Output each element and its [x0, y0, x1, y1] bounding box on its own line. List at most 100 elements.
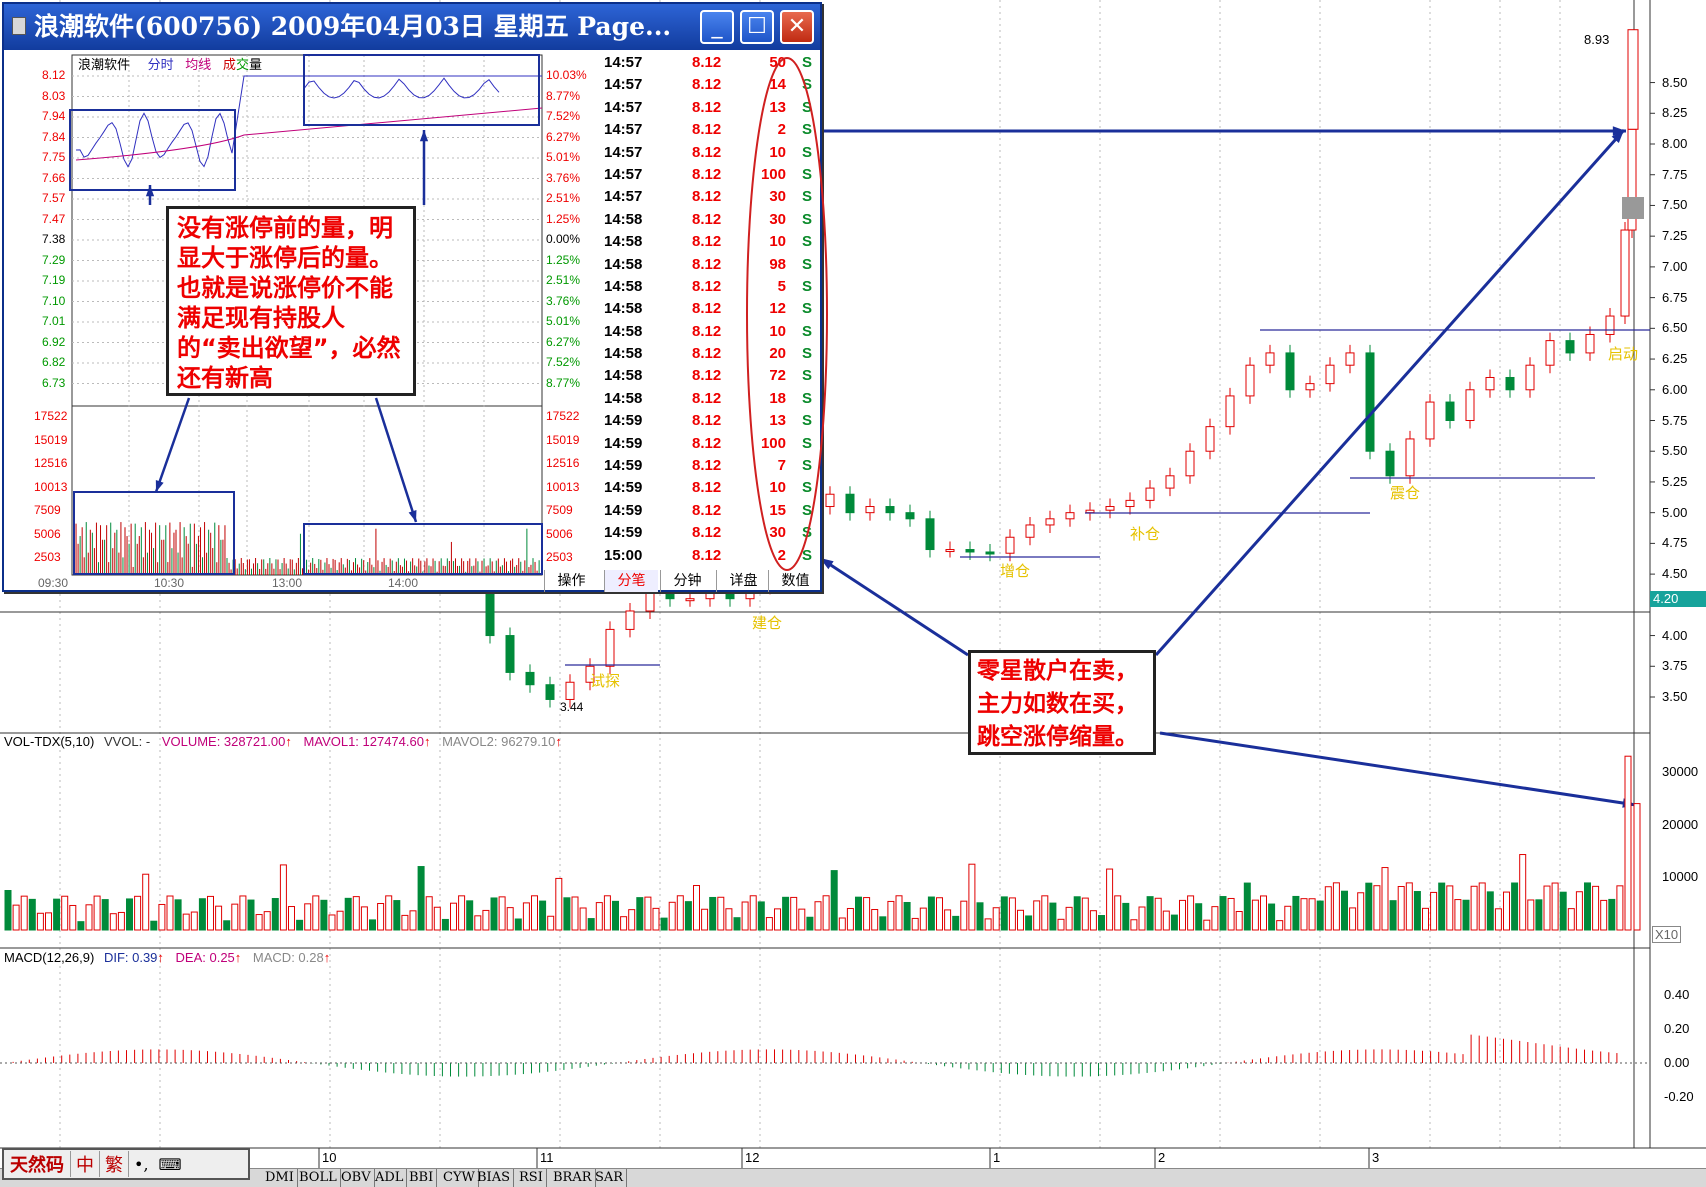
tick-vol: 72: [769, 367, 786, 385]
volume-bar: [352, 896, 360, 931]
tick-row[interactable]: 14:58 8.12 72 S: [604, 365, 820, 387]
volume-bar: [838, 917, 846, 931]
tick-row[interactable]: 14:58 8.12 12 S: [604, 298, 820, 320]
tick-row[interactable]: 14:57 8.12 50 S: [604, 52, 820, 74]
ime-toolbar[interactable]: 天然码 中 繁 •, ⌨: [2, 1148, 250, 1180]
ime-traditional-toggle[interactable]: 繁: [100, 1151, 129, 1177]
tick-price: 8.12: [692, 277, 722, 295]
indicator-tab-adl[interactable]: ADL: [372, 1169, 408, 1187]
candle-body: [1305, 383, 1315, 391]
tick-bs: S: [801, 143, 812, 161]
candle-body: [1525, 364, 1535, 391]
tick-row[interactable]: 14:59 8.12 10 S: [604, 477, 820, 499]
tick-row[interactable]: 14:57 8.12 2 S: [604, 119, 820, 141]
volume-bar: [1567, 908, 1575, 931]
tick-row[interactable]: 14:58 8.12 10 S: [604, 321, 820, 343]
tick-row[interactable]: 14:58 8.12 10 S: [604, 231, 820, 253]
tick-row[interactable]: 14:59 8.12 13 S: [604, 410, 820, 432]
tab-0[interactable]: 操作: [544, 570, 598, 592]
tick-row[interactable]: 14:58 8.12 20 S: [604, 343, 820, 365]
tick-row[interactable]: 14:58 8.12 30 S: [604, 209, 820, 231]
intraday-price-label: 6.82: [42, 355, 66, 369]
tick-row[interactable]: 14:59 8.12 100 S: [604, 433, 820, 455]
tab-3[interactable]: 详盘: [716, 570, 770, 592]
volume-bar: [1081, 897, 1089, 931]
vol-axis-label: 20000: [1662, 816, 1699, 832]
candle-body: [1405, 438, 1415, 477]
tab-4[interactable]: 数值: [768, 570, 822, 592]
volume-bar: [1308, 898, 1316, 931]
price-axis-label: 8.25: [1662, 105, 1688, 121]
volume-bar: [846, 907, 854, 931]
candle-body: [1605, 315, 1615, 335]
volume-bar: [1057, 918, 1065, 931]
close-button[interactable]: ✕: [780, 10, 814, 44]
intraday-price-label: 7.10: [42, 293, 66, 308]
candle-body: [525, 671, 535, 686]
tick-row[interactable]: 15:00 8.12 2 S: [604, 545, 820, 567]
vol-unit-label: X10: [1652, 926, 1682, 943]
tick-row[interactable]: 14:57 8.12 30 S: [604, 186, 820, 208]
minimize-button[interactable]: _: [700, 10, 734, 44]
macd-axis-label: 0.00: [1664, 1055, 1690, 1070]
indicator-tab-sar[interactable]: SAR: [592, 1169, 628, 1187]
candle-body: [1245, 364, 1255, 397]
intraday-vol-label-right: 2503: [546, 550, 573, 564]
maximize-button[interactable]: ☐: [740, 10, 774, 44]
tick-row[interactable]: 14:58 8.12 18 S: [604, 388, 820, 410]
candle-body: [1225, 395, 1235, 428]
ime-punctuation-icon[interactable]: •,: [134, 1154, 149, 1174]
intraday-vol-label: 15019: [34, 432, 68, 447]
ime-logo[interactable]: 天然码: [4, 1151, 71, 1177]
volume-bar: [1608, 898, 1616, 931]
tick-price: 8.12: [692, 98, 722, 116]
volume-bar: [1365, 882, 1373, 931]
indicator-tab-rsi[interactable]: RSI: [516, 1169, 547, 1187]
tick-time: 14:59: [604, 457, 643, 475]
indicator-tab-dmi[interactable]: DMI: [262, 1169, 298, 1187]
indicator-tab-boll[interactable]: BOLL: [296, 1169, 341, 1187]
tick-vol: 30: [769, 524, 786, 542]
tick-row[interactable]: 14:58 8.12 98 S: [604, 254, 820, 276]
tick-bs: S: [801, 98, 812, 116]
tick-row[interactable]: 14:58 8.12 5 S: [604, 276, 820, 298]
tick-time: 14:58: [604, 255, 643, 273]
tick-detail-window[interactable]: 浪潮软件(600756) 2009年04月03日 星期五 Page... _ ☐…: [2, 2, 828, 592]
indicator-tab-cyw[interactable]: CYW: [440, 1169, 479, 1187]
tick-vol: 10: [769, 322, 786, 340]
tick-row[interactable]: 14:57 8.12 100 S: [604, 164, 820, 186]
candle-body: [945, 549, 955, 553]
tick-row[interactable]: 14:57 8.12 14 S: [604, 74, 820, 96]
ime-chinese-toggle[interactable]: 中: [71, 1151, 100, 1177]
intraday-price-label: 7.38: [42, 232, 66, 246]
tick-row[interactable]: 14:59 8.12 7 S: [604, 455, 820, 477]
indicator-tab-bias[interactable]: BIAS: [474, 1169, 514, 1187]
volume-bar: [717, 896, 725, 931]
ime-keyboard-icon[interactable]: ⌨: [158, 1154, 182, 1174]
indicator-tab-brar[interactable]: BRAR: [550, 1169, 596, 1187]
tick-row[interactable]: 14:59 8.12 15 S: [604, 500, 820, 522]
volume-bar: [1438, 882, 1446, 931]
volume-bar: [4, 890, 12, 931]
indicator-tab-obv[interactable]: OBV: [338, 1169, 375, 1187]
tab-2[interactable]: 分钟: [660, 570, 714, 592]
tick-row[interactable]: 14:57 8.12 13 S: [604, 97, 820, 119]
tick-vol: 18: [769, 389, 786, 407]
app-icon: [12, 17, 26, 35]
volume-bar: [1089, 910, 1097, 931]
window-titlebar[interactable]: 浪潮软件(600756) 2009年04月03日 星期五 Page...: [4, 4, 820, 50]
tick-bs: S: [801, 255, 812, 273]
intraday-vol-label: 2503: [34, 550, 61, 564]
tick-bs: S: [801, 479, 812, 497]
tab-1[interactable]: 分笔: [604, 570, 658, 592]
tick-highlight-ellipse: [746, 57, 828, 571]
intraday-vol-label: 12516: [34, 456, 68, 470]
indicator-tab-bbi[interactable]: BBI: [406, 1169, 438, 1187]
candle-body: [905, 512, 915, 520]
tick-list[interactable]: 14:57 8.12 50 S 14:57 8.12 14 S 14:57 8.12 13 S 14:5…: [604, 52, 820, 567]
tick-vol: 14: [769, 76, 786, 94]
volume-bar: [490, 897, 498, 931]
tick-row[interactable]: 14:57 8.12 10 S: [604, 142, 820, 164]
volume-bar: [1519, 854, 1527, 931]
